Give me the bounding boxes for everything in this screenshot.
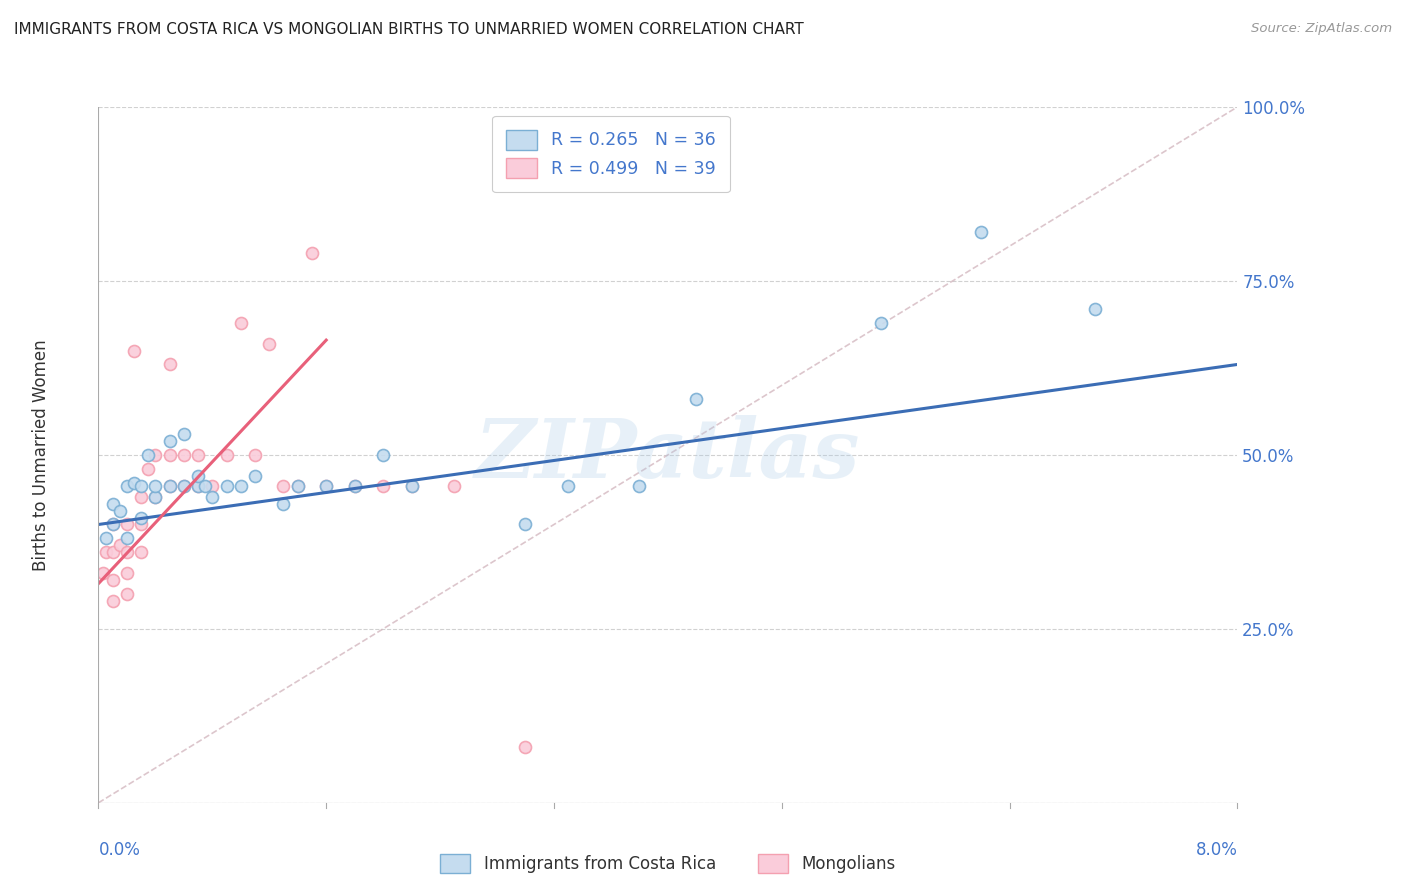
Point <box>115 479 138 493</box>
Point <box>243 448 266 462</box>
Point <box>136 448 159 462</box>
Point <box>159 434 181 448</box>
Point <box>101 517 124 532</box>
Point <box>343 479 366 493</box>
Point <box>173 479 195 493</box>
Text: ZIPatlas: ZIPatlas <box>475 415 860 495</box>
Point <box>215 448 238 462</box>
Point <box>557 479 579 493</box>
Point <box>108 503 131 517</box>
Point <box>145 448 167 462</box>
Point <box>187 479 209 493</box>
Point <box>115 587 138 601</box>
Point <box>101 545 124 559</box>
Point <box>129 545 152 559</box>
Point <box>94 532 117 546</box>
Point <box>287 479 309 493</box>
Point <box>685 392 707 407</box>
Point <box>129 479 152 493</box>
Point <box>201 479 224 493</box>
Point <box>173 479 195 493</box>
Point <box>173 427 195 442</box>
Point <box>145 490 167 504</box>
Point <box>136 462 159 476</box>
Point <box>101 517 124 532</box>
Point <box>229 479 252 493</box>
Point <box>301 246 323 260</box>
Point <box>315 479 337 493</box>
Point <box>173 448 195 462</box>
Point <box>91 566 114 581</box>
Point <box>194 479 217 493</box>
Text: Births to Unmarried Women: Births to Unmarried Women <box>32 339 51 571</box>
Text: 8.0%: 8.0% <box>1195 841 1237 859</box>
Point <box>628 479 651 493</box>
Point <box>259 336 281 351</box>
Point <box>145 479 167 493</box>
Point <box>159 448 181 462</box>
Point <box>273 497 295 511</box>
Point <box>108 538 131 552</box>
Point <box>970 225 993 239</box>
Point <box>115 566 138 581</box>
Point <box>287 479 309 493</box>
Point <box>273 479 295 493</box>
Point <box>215 479 238 493</box>
Point <box>515 740 537 755</box>
Point <box>145 490 167 504</box>
Point <box>122 343 145 358</box>
Point <box>159 479 181 493</box>
Point <box>122 475 145 490</box>
Point <box>115 545 138 559</box>
Point <box>159 358 181 372</box>
Point <box>94 545 117 559</box>
Text: IMMIGRANTS FROM COSTA RICA VS MONGOLIAN BIRTHS TO UNMARRIED WOMEN CORRELATION CH: IMMIGRANTS FROM COSTA RICA VS MONGOLIAN … <box>14 22 804 37</box>
Point <box>187 479 209 493</box>
Point <box>101 497 124 511</box>
Point <box>1084 301 1107 316</box>
Point <box>401 479 423 493</box>
Point <box>115 532 138 546</box>
Point <box>101 594 124 608</box>
Point <box>159 479 181 493</box>
Point <box>129 490 152 504</box>
Point <box>401 479 423 493</box>
Point <box>101 573 124 587</box>
Point <box>373 479 395 493</box>
Point <box>315 479 337 493</box>
Point <box>443 479 465 493</box>
Point <box>243 468 266 483</box>
Point <box>201 490 224 504</box>
Point <box>129 510 152 524</box>
Point <box>870 316 893 330</box>
Point <box>129 517 152 532</box>
Legend: Immigrants from Costa Rica, Mongolians: Immigrants from Costa Rica, Mongolians <box>429 842 907 885</box>
Text: 0.0%: 0.0% <box>98 841 141 859</box>
Point <box>515 517 537 532</box>
Point <box>187 448 209 462</box>
Point <box>343 479 366 493</box>
Text: Source: ZipAtlas.com: Source: ZipAtlas.com <box>1251 22 1392 36</box>
Point <box>187 468 209 483</box>
Point <box>373 448 395 462</box>
Point <box>115 517 138 532</box>
Point <box>229 316 252 330</box>
